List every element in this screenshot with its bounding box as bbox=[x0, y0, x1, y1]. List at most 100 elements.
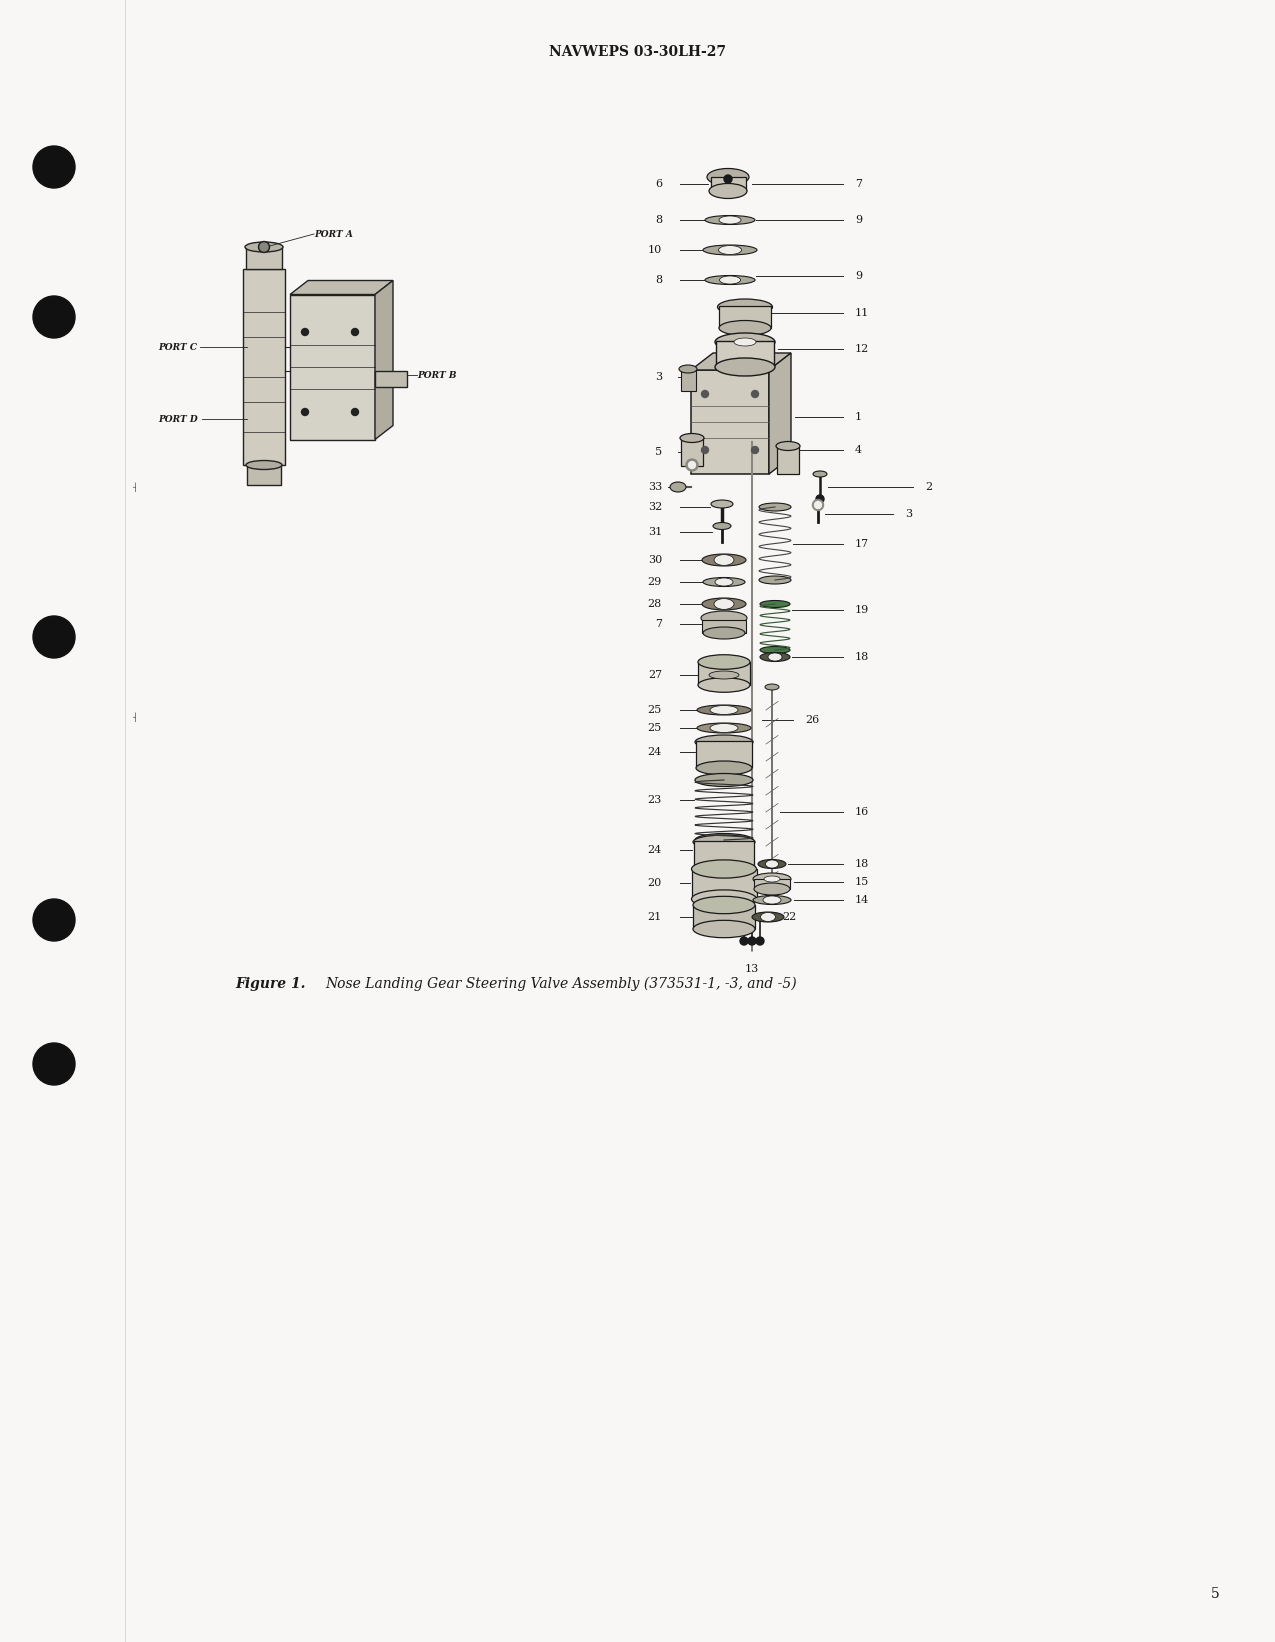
Ellipse shape bbox=[710, 724, 738, 732]
Text: 8: 8 bbox=[655, 274, 662, 286]
Ellipse shape bbox=[709, 184, 747, 199]
Bar bbox=[776, 447, 799, 475]
Ellipse shape bbox=[246, 460, 282, 470]
Text: 13: 13 bbox=[745, 964, 759, 974]
Text: 20: 20 bbox=[648, 878, 662, 888]
Ellipse shape bbox=[695, 773, 754, 787]
FancyBboxPatch shape bbox=[244, 269, 286, 465]
Ellipse shape bbox=[669, 483, 686, 493]
Circle shape bbox=[33, 616, 75, 658]
Ellipse shape bbox=[708, 169, 748, 186]
Ellipse shape bbox=[703, 553, 746, 566]
Text: 27: 27 bbox=[648, 670, 662, 680]
Ellipse shape bbox=[697, 704, 751, 714]
Ellipse shape bbox=[703, 598, 746, 609]
Ellipse shape bbox=[694, 836, 755, 849]
Text: 33: 33 bbox=[648, 483, 662, 493]
Ellipse shape bbox=[765, 685, 779, 690]
Text: 22: 22 bbox=[782, 911, 797, 923]
Text: 7: 7 bbox=[856, 179, 862, 189]
Circle shape bbox=[686, 460, 697, 471]
Text: 1: 1 bbox=[856, 412, 862, 422]
Ellipse shape bbox=[703, 245, 757, 255]
Text: 30: 30 bbox=[648, 555, 662, 565]
Ellipse shape bbox=[705, 276, 755, 284]
Circle shape bbox=[740, 938, 748, 946]
Ellipse shape bbox=[719, 320, 771, 335]
Text: 14: 14 bbox=[856, 895, 870, 905]
Ellipse shape bbox=[695, 834, 754, 847]
Ellipse shape bbox=[768, 654, 782, 662]
Text: 18: 18 bbox=[856, 652, 870, 662]
Circle shape bbox=[701, 391, 709, 397]
Ellipse shape bbox=[711, 501, 733, 507]
Circle shape bbox=[33, 146, 75, 187]
Text: 28: 28 bbox=[648, 599, 662, 609]
Ellipse shape bbox=[760, 652, 790, 662]
Text: 3: 3 bbox=[905, 509, 912, 519]
Ellipse shape bbox=[765, 860, 779, 869]
Ellipse shape bbox=[765, 893, 779, 900]
Text: 4: 4 bbox=[856, 445, 862, 455]
Text: 26: 26 bbox=[805, 714, 820, 726]
Ellipse shape bbox=[759, 859, 785, 869]
Ellipse shape bbox=[714, 599, 734, 609]
Circle shape bbox=[701, 447, 709, 453]
Ellipse shape bbox=[714, 555, 734, 565]
FancyBboxPatch shape bbox=[691, 369, 769, 475]
Ellipse shape bbox=[715, 358, 775, 376]
Ellipse shape bbox=[680, 365, 697, 373]
Bar bbox=[691, 869, 756, 900]
Ellipse shape bbox=[680, 433, 704, 442]
Bar bbox=[697, 662, 750, 685]
Ellipse shape bbox=[754, 895, 790, 905]
Ellipse shape bbox=[695, 736, 754, 749]
Ellipse shape bbox=[762, 897, 782, 905]
Ellipse shape bbox=[760, 647, 790, 654]
Text: 25: 25 bbox=[648, 704, 662, 714]
Circle shape bbox=[816, 494, 824, 502]
Ellipse shape bbox=[813, 471, 827, 476]
Ellipse shape bbox=[718, 299, 773, 315]
Bar bbox=[694, 841, 754, 867]
Text: 32: 32 bbox=[648, 502, 662, 512]
Ellipse shape bbox=[694, 860, 754, 875]
Ellipse shape bbox=[734, 338, 756, 346]
Text: 16: 16 bbox=[856, 806, 870, 818]
Polygon shape bbox=[769, 353, 790, 475]
Ellipse shape bbox=[709, 672, 740, 680]
Ellipse shape bbox=[759, 576, 790, 585]
Text: 7: 7 bbox=[655, 619, 662, 629]
Text: 25: 25 bbox=[648, 722, 662, 732]
FancyBboxPatch shape bbox=[375, 371, 407, 388]
Ellipse shape bbox=[776, 442, 799, 450]
Text: 12: 12 bbox=[856, 345, 870, 355]
Text: 19: 19 bbox=[856, 604, 870, 616]
Text: 24: 24 bbox=[648, 846, 662, 855]
Circle shape bbox=[301, 409, 309, 415]
Circle shape bbox=[352, 328, 358, 335]
Polygon shape bbox=[289, 281, 393, 294]
Bar bbox=[681, 438, 703, 466]
Text: 8: 8 bbox=[655, 215, 662, 225]
Polygon shape bbox=[375, 281, 393, 440]
Text: 9: 9 bbox=[856, 271, 862, 281]
Circle shape bbox=[812, 499, 824, 511]
Ellipse shape bbox=[694, 897, 755, 913]
Text: ┤: ┤ bbox=[133, 483, 136, 491]
Text: NAVWEPS 03-30LH-27: NAVWEPS 03-30LH-27 bbox=[550, 44, 725, 59]
Ellipse shape bbox=[697, 678, 750, 693]
Text: 15: 15 bbox=[856, 877, 870, 887]
Circle shape bbox=[260, 243, 268, 251]
Polygon shape bbox=[691, 353, 790, 369]
Text: 11: 11 bbox=[856, 309, 870, 319]
Ellipse shape bbox=[703, 627, 745, 639]
Ellipse shape bbox=[759, 502, 790, 511]
Bar bbox=[754, 878, 790, 888]
Text: PORT C: PORT C bbox=[158, 343, 198, 351]
Ellipse shape bbox=[754, 874, 790, 885]
Circle shape bbox=[33, 900, 75, 941]
Circle shape bbox=[259, 241, 269, 253]
Ellipse shape bbox=[697, 722, 751, 732]
Bar bbox=[696, 741, 752, 767]
